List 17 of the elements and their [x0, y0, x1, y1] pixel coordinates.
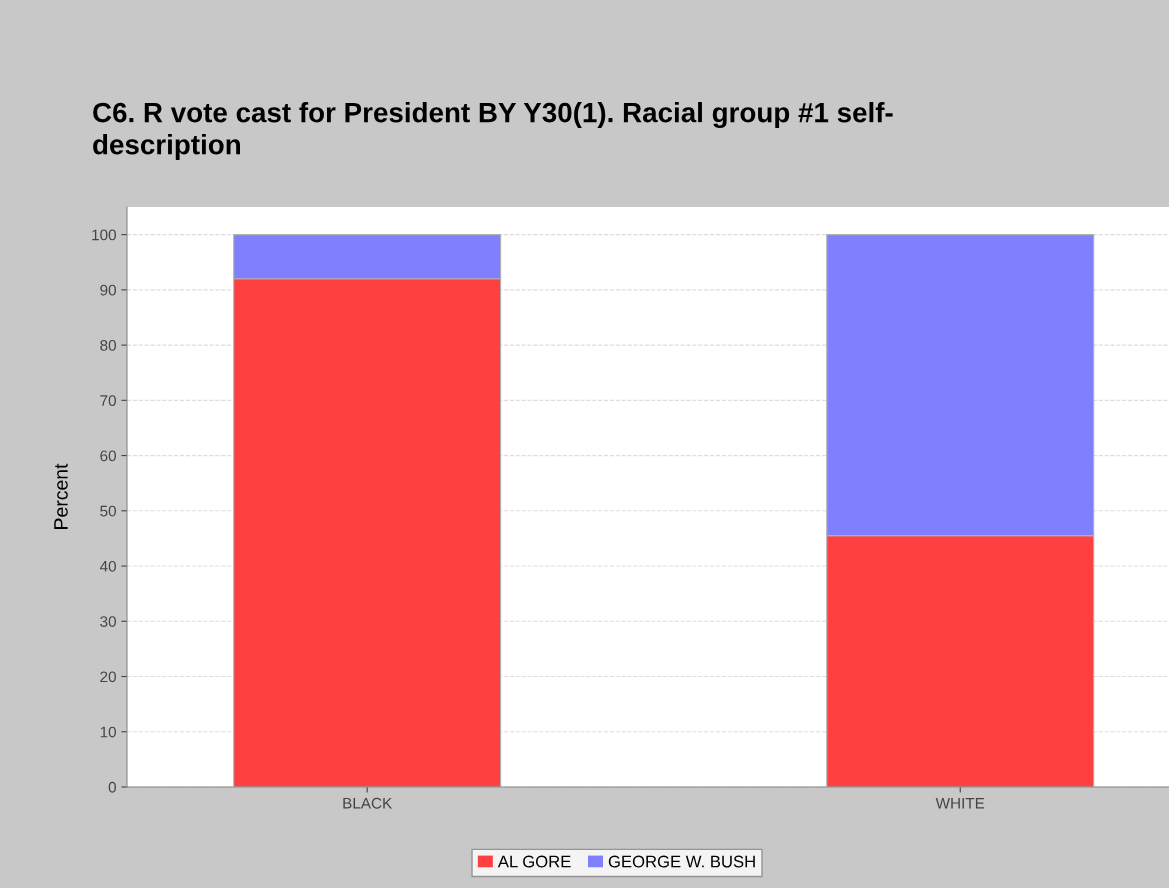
y-axis-title: Percent [54, 463, 68, 529]
y-tick-label: 70 [100, 395, 116, 407]
y-tick-label: 60 [100, 450, 116, 462]
legend-label: AL GORE [497, 855, 571, 868]
y-tick-label: 20 [100, 671, 116, 683]
y-tick-label: 0 [108, 781, 116, 793]
y-tick-label: 50 [100, 505, 116, 517]
chart-title: C6. R vote cast for President BY Y30(1). Racial group #1 self- description [93, 102, 893, 160]
legend-label: GEORGE W. BUSH [608, 855, 755, 868]
x-tick-label: WHITE [935, 797, 985, 809]
y-tick-label: 90 [100, 284, 116, 296]
y-tick-label: 30 [100, 616, 116, 627]
y-tick-label: 10 [100, 726, 116, 738]
y-tick-label: 80 [100, 339, 116, 351]
y-tick-label: 40 [99, 560, 116, 572]
x-tick-label: BLACK [343, 797, 393, 809]
y-tick-label: 100 [92, 229, 116, 241]
